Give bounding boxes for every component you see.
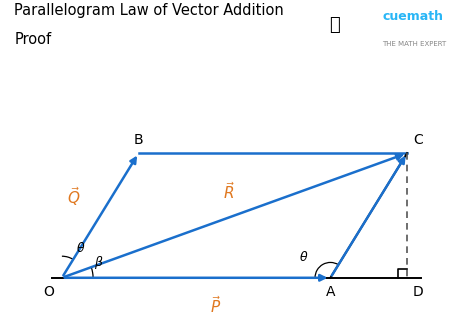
Text: O: O [43, 286, 54, 300]
Text: $\vec{R}$: $\vec{R}$ [223, 181, 236, 202]
Text: Parallelogram Law of Vector Addition: Parallelogram Law of Vector Addition [14, 3, 284, 18]
Text: $\theta$: $\theta$ [299, 251, 308, 265]
Text: D: D [413, 286, 424, 300]
Text: B: B [134, 133, 144, 147]
Text: $\beta$: $\beta$ [93, 254, 103, 271]
Text: C: C [413, 133, 423, 147]
Text: $\vec{P}$: $\vec{P}$ [210, 295, 221, 316]
Text: Proof: Proof [14, 32, 51, 47]
Text: A: A [326, 286, 335, 300]
Text: THE MATH EXPERT: THE MATH EXPERT [382, 41, 447, 47]
Text: $\vec{Q}$: $\vec{Q}$ [67, 185, 80, 208]
Text: cuemath: cuemath [382, 10, 443, 23]
Text: $\theta$: $\theta$ [76, 241, 86, 255]
Text: 🚀: 🚀 [329, 16, 340, 34]
